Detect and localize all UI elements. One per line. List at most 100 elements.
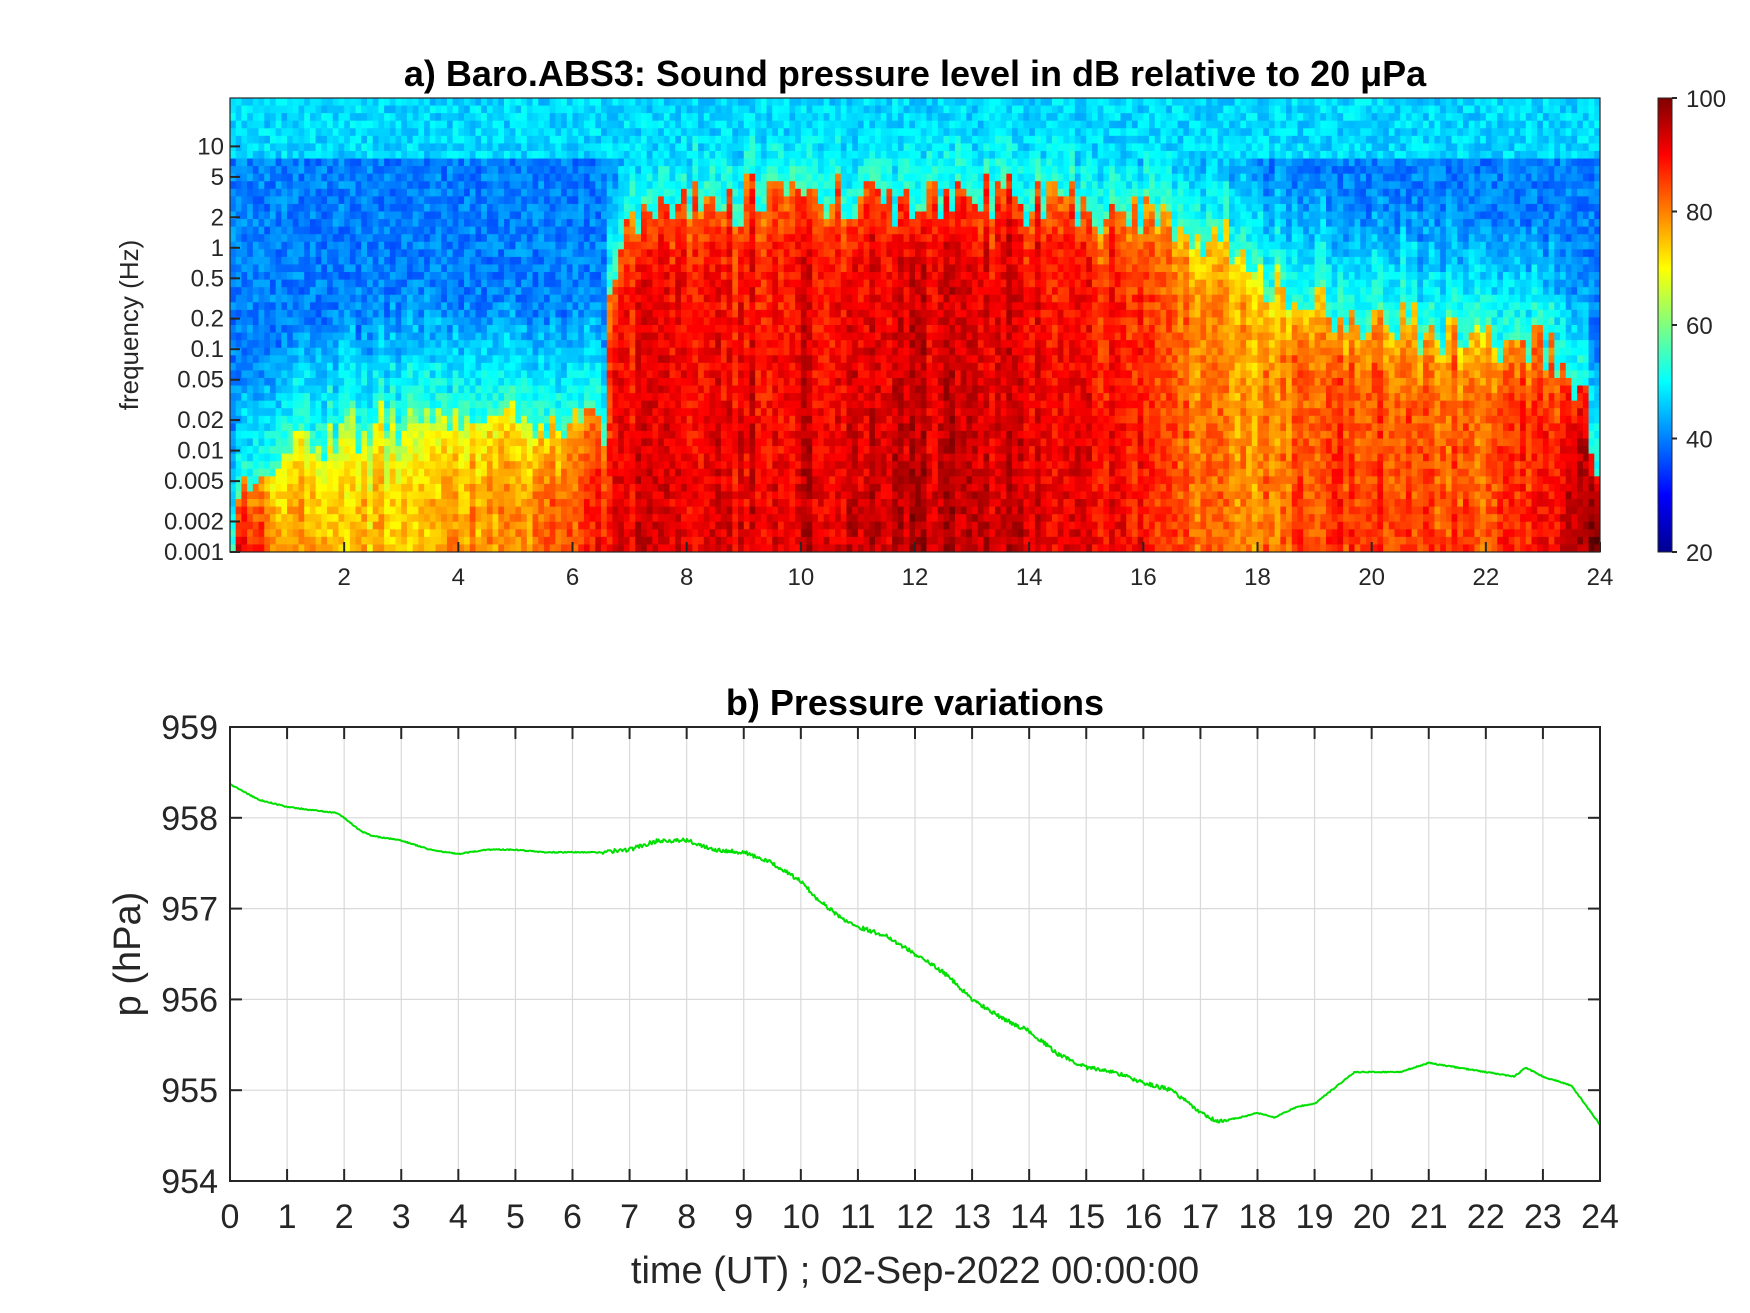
heatmap-cell <box>555 211 562 220</box>
heatmap-cell <box>435 347 442 356</box>
heatmap-cell <box>698 408 705 417</box>
heatmap-cell <box>578 241 585 250</box>
heatmap-cell <box>680 158 688 167</box>
heatmap-cell <box>692 468 699 477</box>
heatmap-cell <box>675 468 682 477</box>
heatmap-cell <box>389 150 397 160</box>
heatmap-cell <box>315 120 322 129</box>
heatmap-cell <box>327 355 334 364</box>
heatmap-cell <box>469 430 477 440</box>
heatmap-cell <box>703 105 711 114</box>
heatmap-cell <box>429 499 437 508</box>
heatmap-cell <box>686 158 693 167</box>
heatmap-cell <box>692 430 699 440</box>
heatmap-cell <box>578 499 585 508</box>
heatmap-cell <box>658 423 665 432</box>
heatmap-cell <box>572 529 579 538</box>
heatmap-cell <box>469 272 477 281</box>
heatmap-cell <box>555 309 562 319</box>
heatmap-cell <box>338 400 345 409</box>
heatmap-cell <box>287 340 294 349</box>
heatmap-cell <box>230 347 237 356</box>
heatmap-cell <box>481 211 488 220</box>
heatmap-cell <box>384 256 391 266</box>
heatmap-cell <box>663 317 671 326</box>
heatmap-cell <box>435 249 442 258</box>
heatmap-cell <box>555 249 562 258</box>
heatmap-cell <box>292 400 300 409</box>
heatmap-cell <box>418 188 425 197</box>
heatmap-cell <box>327 514 334 523</box>
heatmap-cell <box>686 234 693 243</box>
heatmap-cell <box>230 219 237 228</box>
heatmap-cell <box>429 529 437 538</box>
heatmap-cell <box>298 393 305 402</box>
heatmap-cell <box>349 143 357 152</box>
heatmap-cell <box>287 241 294 250</box>
heatmap-cell <box>589 166 596 175</box>
heatmap-cell <box>612 521 619 530</box>
heatmap-cell <box>401 491 408 500</box>
heatmap-cell <box>515 491 522 500</box>
heatmap-cell <box>235 347 243 356</box>
heatmap-cell <box>401 514 408 523</box>
heatmap-cell <box>269 499 277 508</box>
heatmap-cell <box>304 423 311 432</box>
heatmap-cell <box>258 536 265 546</box>
heatmap-cell <box>595 362 602 371</box>
heatmap-cell <box>327 128 334 137</box>
heatmap-cell <box>412 249 419 258</box>
heatmap-cell <box>532 302 539 311</box>
heatmap-cell <box>298 332 305 341</box>
heatmap-cell <box>395 98 402 107</box>
heatmap-cell <box>481 166 488 175</box>
heatmap-cell <box>230 400 237 409</box>
heatmap-cell <box>481 506 488 515</box>
heatmap-cell <box>572 256 579 266</box>
heatmap-cell <box>675 181 682 190</box>
heatmap-cell <box>612 241 619 250</box>
heatmap-cell <box>418 355 425 364</box>
heatmap-cell <box>298 491 305 500</box>
heatmap-cell <box>446 181 454 190</box>
heatmap-cell <box>612 317 619 326</box>
heatmap-cell <box>424 362 431 371</box>
heatmap-cell <box>492 506 499 515</box>
heatmap-cell <box>264 188 271 197</box>
heatmap-cell <box>230 453 237 462</box>
heatmap-cell <box>349 150 357 160</box>
heatmap-cell <box>521 294 528 303</box>
heatmap-cell <box>492 226 499 235</box>
heatmap-cell <box>275 241 282 250</box>
heatmap-cell <box>304 370 311 379</box>
heatmap-cell <box>338 264 345 273</box>
heatmap-cell <box>452 98 459 107</box>
heatmap-cell <box>492 385 499 394</box>
heatmap-cell <box>475 287 482 296</box>
heatmap-cell <box>458 430 465 440</box>
heatmap-cell <box>475 536 482 546</box>
heatmap-cell <box>332 279 340 288</box>
heatmap-cell <box>332 491 340 500</box>
heatmap-cell <box>321 287 328 296</box>
heatmap-cell <box>606 317 614 326</box>
heatmap-cell <box>669 294 676 303</box>
heatmap-cell <box>641 393 648 402</box>
heatmap-cell <box>304 226 311 235</box>
heatmap-cell <box>680 294 688 303</box>
heatmap-cell <box>515 196 522 205</box>
heatmap-cell <box>367 196 374 205</box>
heatmap-cell <box>606 355 614 364</box>
heatmap-cell <box>252 491 260 500</box>
heatmap-cell <box>583 446 591 455</box>
heatmap-cell <box>589 256 596 266</box>
heatmap-cell <box>446 347 454 356</box>
heatmap-cell <box>589 476 596 485</box>
heatmap-cell <box>680 249 688 258</box>
heatmap-cell <box>543 256 551 266</box>
heatmap-cell <box>566 249 574 258</box>
heatmap-cell <box>384 377 391 387</box>
heatmap-cell <box>395 272 402 281</box>
heatmap-cell <box>258 302 265 311</box>
heatmap-cell <box>292 438 300 447</box>
